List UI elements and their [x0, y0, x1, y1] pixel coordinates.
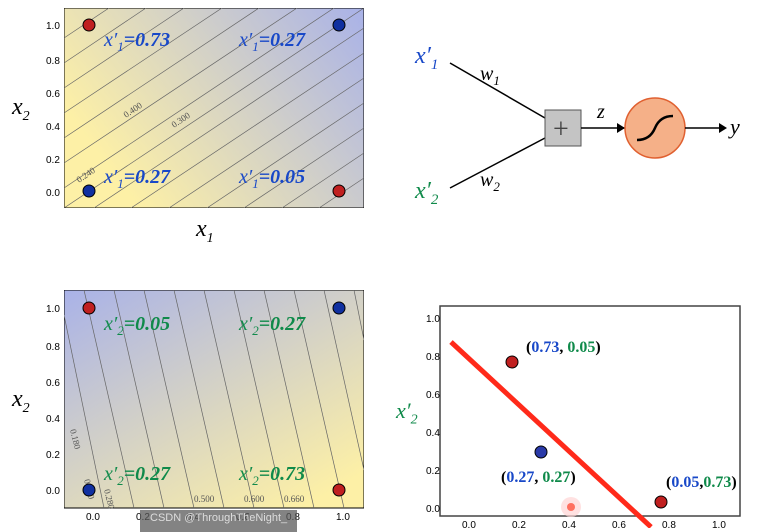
svg-text:0.4: 0.4: [562, 520, 576, 528]
contour-bottom-plot: 0.180 0.240 0.280 0.500 0.600 0.660 x′2=…: [64, 290, 364, 520]
svg-text:(0.73, 0.05): (0.73, 0.05): [526, 339, 601, 356]
y-axis-label: x2: [12, 94, 30, 125]
input-x2: x′2: [414, 178, 439, 208]
svg-text:0.8: 0.8: [426, 352, 440, 363]
svg-text:0.4: 0.4: [426, 428, 440, 439]
svg-text:0.8: 0.8: [662, 520, 676, 528]
point-4: [655, 496, 667, 508]
svg-text:1.0: 1.0: [426, 314, 440, 325]
svg-text:0.0: 0.0: [426, 504, 440, 515]
z-label: z: [596, 101, 605, 123]
svg-text:0.2: 0.2: [512, 520, 526, 528]
svg-text:+: +: [553, 114, 569, 145]
svg-text:(0.05,0.73): (0.05,0.73): [666, 474, 737, 491]
y-axis-label: x2: [12, 386, 30, 417]
output-y: y: [728, 114, 740, 139]
point-1: [506, 356, 518, 368]
weight-w1: w1: [480, 63, 500, 88]
svg-text:x′2=0.73: x′2=0.73: [238, 463, 305, 488]
panel-bottom-right: x′2 (0.73, 0.05) (0.27, 0.27) (0.05,0.73…: [396, 300, 756, 532]
y-axis-label-br: x′2: [396, 398, 418, 428]
svg-text:(0.27, 0.27): (0.27, 0.27): [501, 469, 576, 486]
svg-text:0.6: 0.6: [426, 390, 440, 401]
svg-text:x′1=0.73: x′1=0.73: [103, 29, 170, 54]
svg-text:0.2: 0.2: [426, 466, 440, 477]
panel-top-left: x2 0.400 0.300 0.240 x′1=0.73 x′1=0.27 x…: [6, 4, 376, 236]
weight-w2: w2: [480, 169, 500, 194]
input-x1: x′1: [414, 43, 438, 73]
svg-text:0.660: 0.660: [284, 494, 305, 504]
svg-text:x′1=0.05: x′1=0.05: [238, 166, 305, 191]
svg-text:x′2=0.27: x′2=0.27: [103, 463, 171, 488]
point-3: [567, 503, 575, 511]
svg-text:0.500: 0.500: [194, 494, 215, 504]
svg-text:1.0: 1.0: [712, 520, 726, 528]
panel-bottom-left: x2 0.180 0.240 0.280 0.500 0.600 0.660 x…: [6, 286, 376, 532]
svg-text:0.0: 0.0: [462, 520, 476, 528]
point-2: [535, 446, 547, 458]
svg-text:x′1=0.27: x′1=0.27: [103, 166, 171, 191]
svg-text:x′2=0.05: x′2=0.05: [103, 313, 170, 338]
svg-text:0.6: 0.6: [612, 520, 626, 528]
scatter-plot: (0.73, 0.05) (0.27, 0.27) (0.05,0.73) 0.…: [426, 302, 746, 528]
svg-text:0.600: 0.600: [244, 494, 265, 504]
x-axis-label: x1: [196, 216, 214, 247]
contour-top-plot: 0.400 0.300 0.240 x′1=0.73 x′1=0.27 x′1=…: [64, 8, 364, 208]
watermark: CSDN @ThroughTheNight_: [140, 510, 297, 532]
network-diagram: x′1 x′2 w1 w2 + z y: [395, 18, 745, 228]
svg-text:x′1=0.27: x′1=0.27: [238, 29, 306, 54]
svg-text:1.0: 1.0: [336, 512, 350, 520]
svg-text:0.0: 0.0: [86, 512, 100, 520]
svg-text:x′2=0.27: x′2=0.27: [238, 313, 306, 338]
